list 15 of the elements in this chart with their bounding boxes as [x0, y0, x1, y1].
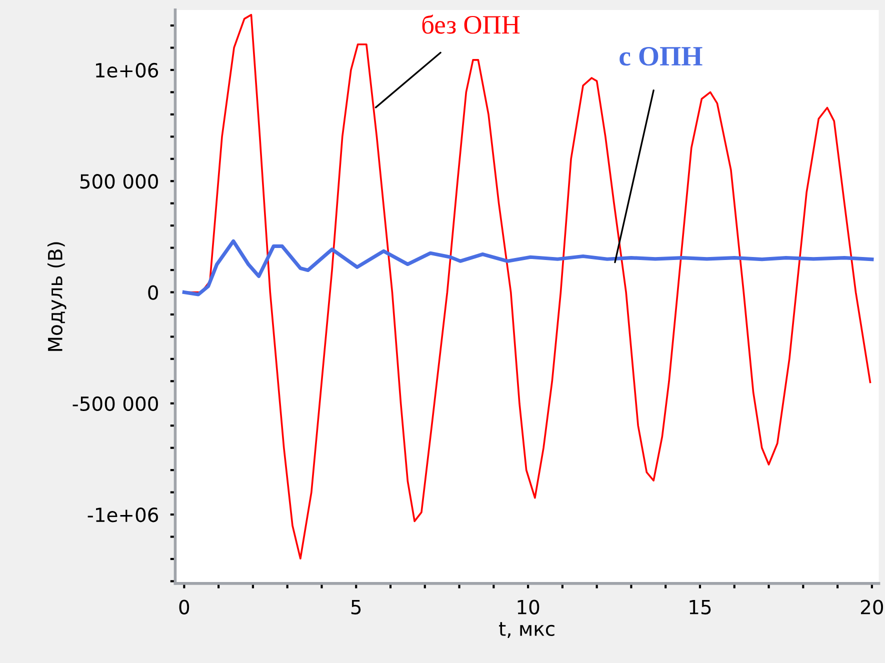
x-tick-label: 10	[518, 600, 540, 614]
line-series	[182, 239, 874, 296]
x-tick-label: 20	[860, 600, 884, 614]
y-axis-title: Модуль (В)	[47, 242, 66, 351]
y-tick-label: -1e+06	[88, 507, 158, 522]
x-tick-label: 0	[179, 600, 190, 614]
series-label: без ОПН	[422, 14, 520, 34]
y-tick-label: -500 000	[72, 396, 158, 412]
text: с ОПН	[620, 46, 702, 66]
x-tick-label: 15	[690, 600, 711, 614]
y-tick-label: 0	[148, 285, 158, 300]
x-tick-label: 5	[351, 600, 361, 614]
y-tick-label: 500 000	[80, 174, 158, 189]
x-axis-title: t, мкс	[498, 622, 554, 638]
y-tick-label: 1e+06	[96, 62, 158, 78]
